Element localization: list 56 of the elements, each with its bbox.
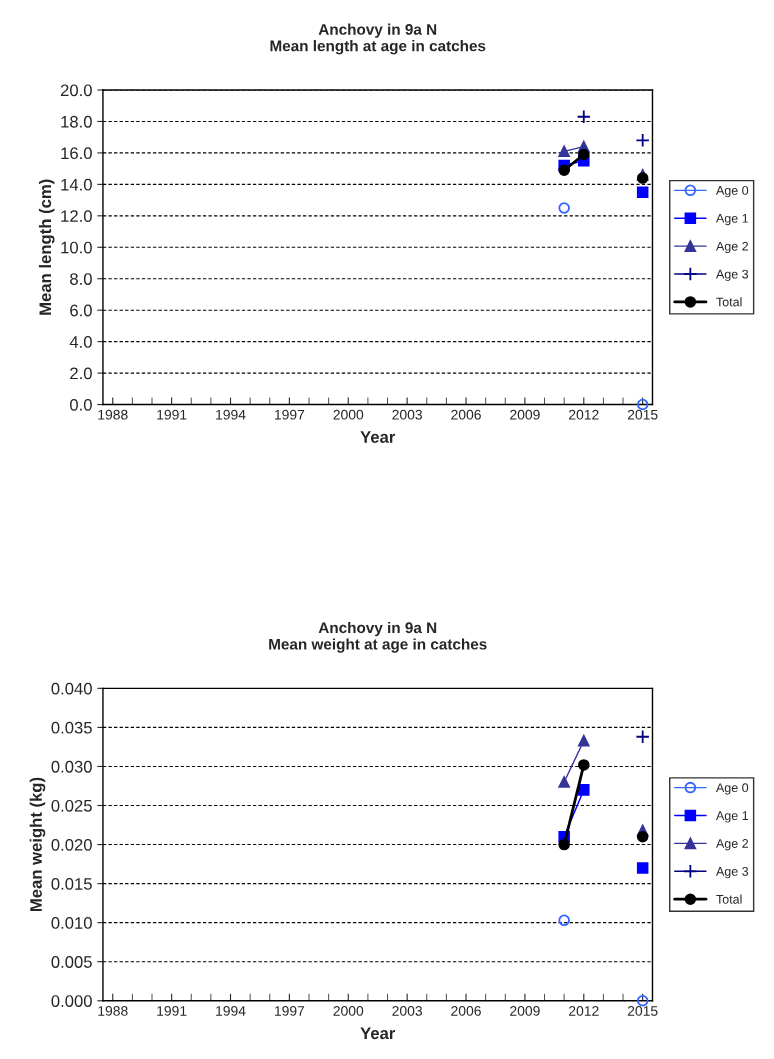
x-tick-label: 1994 xyxy=(216,409,246,420)
y-tick-label: 18.0 xyxy=(61,115,92,128)
legend-label: Total xyxy=(716,297,742,307)
y-tick-label: 0.0 xyxy=(70,398,92,411)
x-tick-label: 2015 xyxy=(627,1005,658,1016)
y-axis-title: Mean weight (kg) xyxy=(29,777,46,912)
y-tick-label: 6.0 xyxy=(70,304,92,317)
y-tick-label: 0.035 xyxy=(51,721,92,734)
legend-label: Age 3 xyxy=(716,866,749,879)
legend-label: Age 1 xyxy=(716,214,749,226)
x-tick-label: 2015 xyxy=(627,409,658,420)
y-tick-label: 0.025 xyxy=(51,799,92,812)
y-tick-label: 0.015 xyxy=(51,878,92,890)
chart-title: Anchovy in 9a N Mean weight at age in catches xyxy=(269,621,487,653)
y-tick-label: 0.040 xyxy=(51,682,92,695)
y-tick-label: 16.0 xyxy=(61,147,92,160)
x-tick-label: 2003 xyxy=(392,1005,422,1016)
y-tick-label: 0.000 xyxy=(51,995,92,1007)
legend-label: Age 0 xyxy=(716,783,749,795)
legend-label: Age 0 xyxy=(716,185,749,198)
x-axis-title: Year xyxy=(360,431,396,443)
legend-label: Total xyxy=(716,894,742,904)
y-axis-title: Mean length (cm) xyxy=(38,179,55,315)
legend-label: Age 3 xyxy=(716,269,749,282)
y-tick-label: 4.0 xyxy=(69,336,92,348)
y-tick-label: 10.0 xyxy=(61,241,92,254)
x-tick-label: 2006 xyxy=(451,1005,481,1016)
y-tick-label: 14.0 xyxy=(61,178,92,191)
x-tick-label: 2012 xyxy=(569,1005,599,1016)
x-tick-label: 2003 xyxy=(392,409,422,420)
y-tick-label: 0.005 xyxy=(51,956,92,968)
legend-label: Age 2 xyxy=(716,839,749,851)
x-tick-label: 1997 xyxy=(275,409,305,420)
legend-label: Age 2 xyxy=(716,241,749,254)
x-tick-label: 2006 xyxy=(451,409,481,420)
y-tick-label: 8.0 xyxy=(70,273,92,285)
chart-title: Anchovy in 9a N Mean length at age in catches xyxy=(270,23,486,55)
x-tick-label: 2009 xyxy=(510,409,540,420)
x-tick-label: 1991 xyxy=(157,409,187,420)
legend-label: Age 1 xyxy=(716,811,749,823)
x-tick-label: 1997 xyxy=(275,1005,305,1016)
y-tick-label: 2.0 xyxy=(70,367,92,380)
y-tick-label: 0.010 xyxy=(51,917,92,929)
x-tick-label: 1988 xyxy=(98,409,128,420)
y-tick-label: 0.030 xyxy=(51,760,92,773)
y-tick-label: 0.020 xyxy=(51,838,92,851)
x-tick-label: 2012 xyxy=(569,409,599,420)
y-tick-label: 12.0 xyxy=(61,210,92,223)
x-tick-label: 2000 xyxy=(333,1005,364,1016)
y-tick-label: 20.0 xyxy=(60,84,92,97)
x-tick-label: 2000 xyxy=(333,409,364,420)
x-tick-label: 1988 xyxy=(98,1005,128,1016)
x-tick-label: 1991 xyxy=(157,1005,187,1016)
x-axis-title: Year xyxy=(360,1027,396,1040)
x-tick-label: 2009 xyxy=(510,1005,540,1016)
x-tick-label: 1994 xyxy=(216,1005,246,1016)
